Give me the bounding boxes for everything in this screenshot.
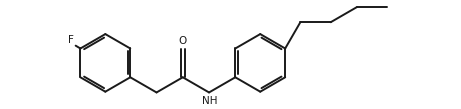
Text: NH: NH	[202, 96, 218, 106]
Text: O: O	[179, 36, 187, 46]
Text: F: F	[68, 35, 74, 45]
